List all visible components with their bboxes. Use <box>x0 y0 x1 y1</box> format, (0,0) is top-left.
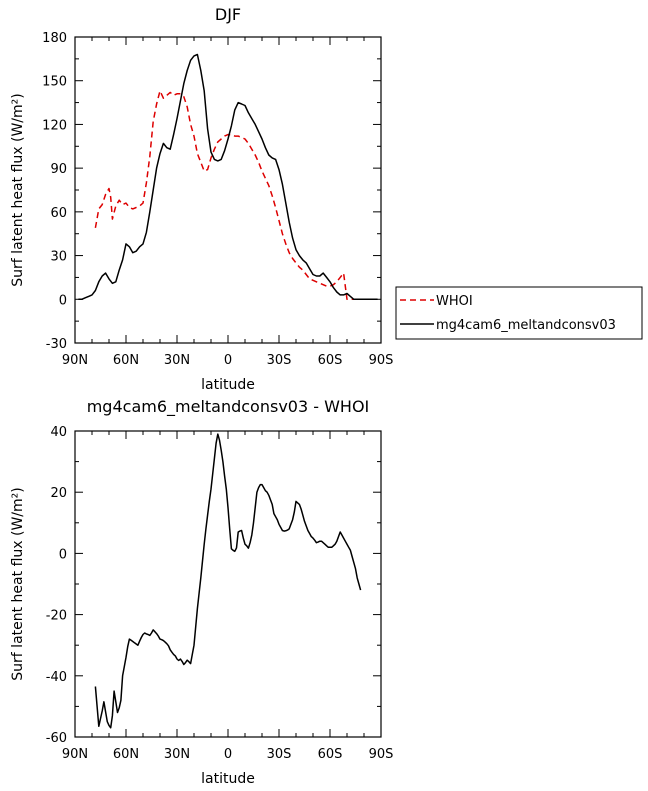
top-x-tick-label: 30S <box>267 353 292 368</box>
top-plot-frame <box>74 36 382 344</box>
top-y-axis-label: Surf latent heat flux (W/m²) <box>10 93 26 286</box>
top-series-line-1 <box>78 53 378 301</box>
top-x-tick-label: 90N <box>62 353 88 368</box>
bottom-y-tick-label: 20 <box>50 486 67 501</box>
bottom-x-tick-label: 90S <box>369 747 394 762</box>
top-y-tick-label: 120 <box>42 118 67 133</box>
legend: WHOI mg4cam6_meltandconsv03 <box>395 286 643 340</box>
legend-box <box>395 286 643 340</box>
bottom-x-tick-label: 0 <box>224 747 232 762</box>
bottom-panel: mg4cam6_meltandconsv03 - WHOI 90N 60N 30N 0… <box>10 397 393 787</box>
legend-label-model: mg4cam6_meltandconsv03 <box>436 318 616 333</box>
top-x-tick-label: 60N <box>113 353 139 368</box>
top-y-tick-label: -30 <box>46 337 67 352</box>
top-y-tick-label: 30 <box>50 250 67 265</box>
top-chart-title: DJF <box>215 5 241 24</box>
top-x-tick-label: 30N <box>164 353 190 368</box>
bottom-x-tick-label: 90N <box>62 747 88 762</box>
bottom-chart-title: mg4cam6_meltandconsv03 - WHOI <box>87 397 370 417</box>
top-x-ticks: 90N 60N 30N 0 30S 60S 90S <box>62 37 394 368</box>
top-x-tick-label: 90S <box>369 353 394 368</box>
bottom-y-tick-label: 0 <box>59 547 67 562</box>
bottom-y-tick-label: -60 <box>46 731 67 746</box>
bottom-series-line-0 <box>94 433 362 729</box>
top-y-tick-label: 60 <box>50 206 67 221</box>
top-series-lines <box>78 53 378 301</box>
top-y-tick-label: 90 <box>50 162 67 177</box>
bottom-y-tick-label: -40 <box>46 670 67 685</box>
bottom-x-tick-label: 30S <box>267 747 292 762</box>
bottom-x-tick-label: 60N <box>113 747 139 762</box>
top-y-ticks: -30 0 30 60 90 120 150 180 <box>42 31 381 352</box>
top-y-tick-label: 150 <box>42 75 67 90</box>
bottom-x-tick-label: 30N <box>164 747 190 762</box>
top-x-tick-label: 60S <box>318 353 343 368</box>
bottom-y-axis-label: Surf latent heat flux (W/m²) <box>10 487 26 680</box>
bottom-series-lines <box>94 433 362 729</box>
legend-label-whoi: WHOI <box>436 294 473 309</box>
bottom-x-ticks: 90N 60N 30N 0 30S 60S 90S <box>62 431 394 762</box>
top-y-tick-label: 0 <box>59 293 67 308</box>
bottom-y-tick-label: 40 <box>50 425 67 440</box>
bottom-y-ticks: -60 -40 -20 0 20 40 <box>46 425 381 746</box>
top-x-axis-label: latitude <box>201 377 255 393</box>
top-y-tick-label: 180 <box>42 31 67 46</box>
top-panel: DJF 90N 60N 30N 0 30S 60S 90S -30 0 30 60 90 120 150… <box>10 5 393 393</box>
bottom-x-axis-label: latitude <box>201 771 255 787</box>
bottom-y-tick-label: -20 <box>46 609 67 624</box>
bottom-x-tick-label: 60S <box>318 747 343 762</box>
top-series-line-0 <box>94 90 361 301</box>
top-x-tick-label: 0 <box>224 353 232 368</box>
